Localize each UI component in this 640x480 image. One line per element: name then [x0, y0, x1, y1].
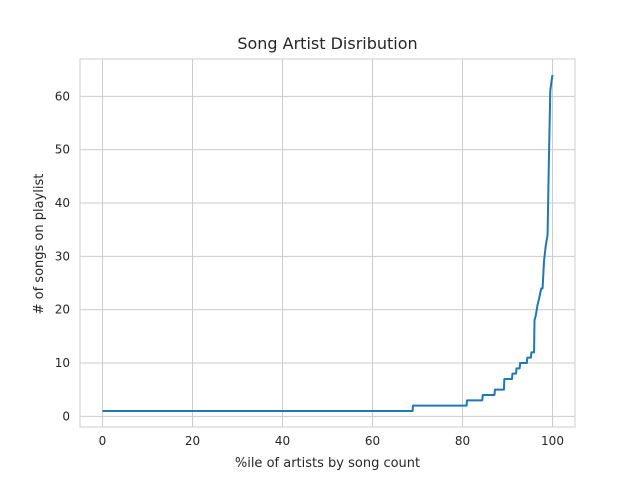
- x-axis-label: %ile of artists by song count: [235, 456, 420, 471]
- series-line: [102, 74, 554, 412]
- series-layer: [102, 74, 554, 412]
- x-tick-label: 20: [185, 434, 200, 448]
- grid: [80, 59, 575, 427]
- x-tick-label: 60: [365, 434, 380, 448]
- y-tick-label: 0: [62, 409, 70, 423]
- y-tick-label: 20: [55, 303, 70, 317]
- y-tick-label: 10: [55, 356, 70, 370]
- y-tick-label: 50: [55, 143, 70, 157]
- x-tick-label: 100: [541, 434, 564, 448]
- x-tick-label: 40: [275, 434, 290, 448]
- y-tick-label: 40: [55, 196, 70, 210]
- chart-title: Song Artist Disribution: [237, 34, 417, 53]
- y-axis-label: # of songs on playlist: [32, 174, 47, 315]
- tick-labels: 0 20 40 60 80 100 0 10 20 30 40 50 60: [55, 89, 564, 448]
- y-tick-label: 60: [55, 89, 70, 103]
- x-tick-label: 0: [99, 434, 107, 448]
- plot-frame: [79, 58, 576, 428]
- y-tick-label: 30: [55, 249, 70, 263]
- x-tick-label: 80: [455, 434, 470, 448]
